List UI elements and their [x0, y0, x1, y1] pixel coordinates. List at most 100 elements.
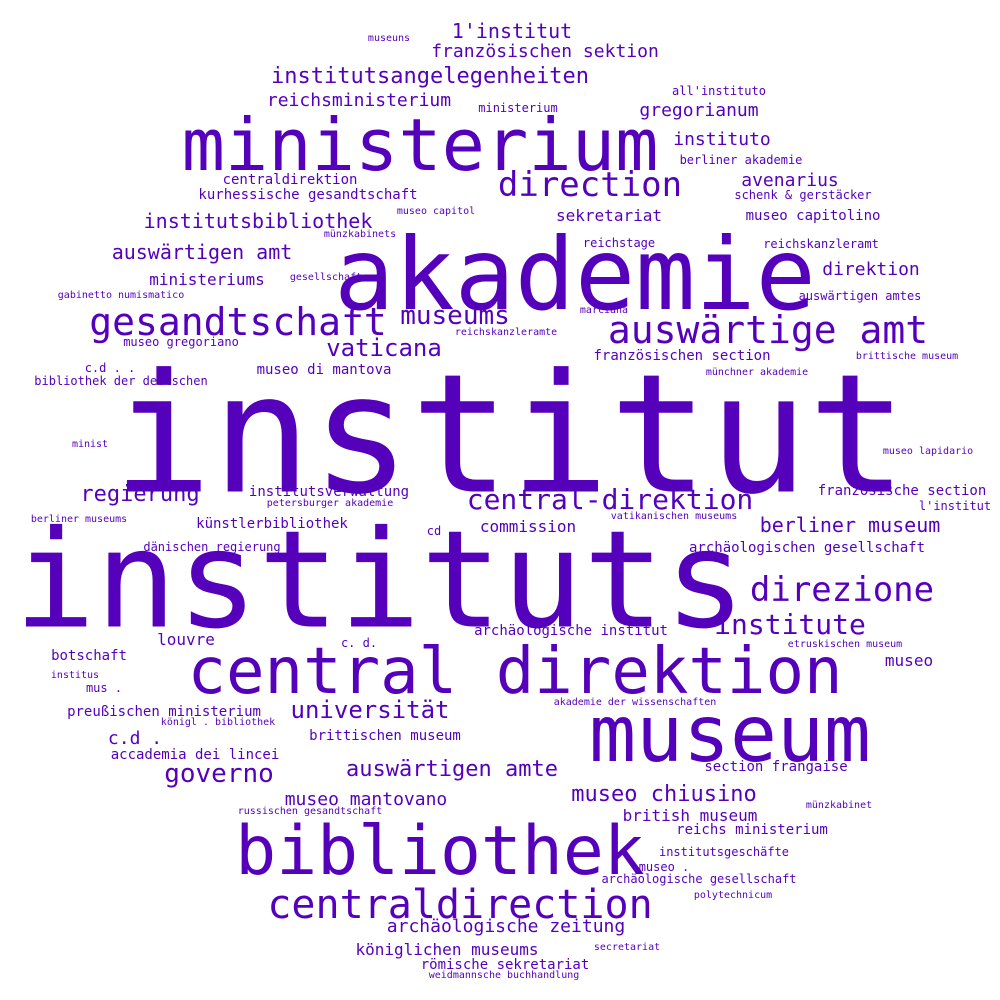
word-centraldirection: centraldirection [267, 882, 653, 928]
word-archäologische-zeitung: archäologische zeitung [386, 916, 626, 937]
word-französischen-section: französischen section [593, 348, 771, 364]
word-institute: institute [714, 608, 866, 641]
word-sekretariat: sekretariat [556, 206, 662, 225]
word-akademie: akademie [334, 216, 816, 333]
word-museums: museums [400, 301, 510, 331]
word-museuns: museuns [367, 33, 411, 44]
word-avenarius: avenarius [741, 170, 839, 191]
word-museo-capitol: museo capitol [396, 206, 476, 217]
word-brittische-museum: brittische museum [855, 351, 959, 362]
word-institus: institus [50, 670, 100, 681]
word-minist: minist [71, 439, 109, 450]
word-akademie-der-wissenschaften: akademie der wissenschaften [553, 697, 717, 708]
word-institutsgeschäfte: institutsgeschäfte [658, 845, 790, 859]
word-c-d: c.d . . [84, 361, 136, 375]
word-museum: museum [589, 690, 871, 780]
word-institut: institut [112, 338, 908, 531]
word-botschaft: botschaft [51, 648, 127, 664]
word-all-instituto: all'instituto [672, 84, 766, 98]
word-reichstage: reichstage [582, 236, 656, 250]
word-accademia-dei-lincei: accademia dei lincei [110, 747, 280, 763]
word-auswärtigen-amt: auswärtigen amt [111, 240, 293, 264]
word-berliner-akademie: berliner akademie [679, 153, 803, 167]
word-governo: governo [164, 759, 274, 789]
word-französische-section: französische section [817, 483, 987, 499]
word-gabinetto-numismatico: gabinetto numismatico [57, 290, 185, 301]
word-römische-sekretariat: römische sekretariat [420, 957, 590, 973]
word-museo-lapidario: museo lapidario [882, 446, 974, 457]
word-secretariat: secretariat [593, 942, 661, 953]
word-direktion: direktion [822, 259, 920, 280]
word-c-d: c.d . [107, 728, 163, 749]
word-petersburger-akademie: petersburger akademie [266, 498, 394, 509]
word-instituts: instituts [14, 501, 746, 659]
word-bibliothek: bibliothek [235, 812, 645, 891]
word-königl-bibliothek: königl . bibliothek [160, 717, 276, 728]
word-museo-mantovano: museo mantovano [284, 789, 448, 810]
word-gesellschaft: gesellschaft [289, 272, 363, 283]
word-reichs-ministerium: reichs ministerium [676, 822, 828, 838]
word-gregorianum: gregorianum [639, 100, 759, 121]
word-künstlerbibliothek: künstlerbibliothek [196, 516, 348, 532]
word-archäologischen-gesellschaft: archäologischen gesellschaft [688, 540, 926, 556]
word-british-museum: british museum [622, 806, 758, 825]
word-commission: commission [479, 517, 577, 536]
word-polytechnicum: polytechnicum [693, 890, 773, 901]
word-l-institut: l'institut [918, 499, 992, 513]
word-museo: museo . [638, 860, 690, 874]
word-reichskanzleramt: reichskanzleramt [763, 237, 879, 251]
word-ministeriums: ministeriums [149, 270, 265, 289]
word-universität: universität [290, 696, 450, 724]
word-auswärtigen-amtes: auswärtigen amtes [798, 289, 922, 303]
word-central-direktion: central-direktion [466, 483, 754, 516]
word-schenk-gerstäcker: schenk & gerstäcker [734, 188, 872, 202]
word-museo-chiusino: museo chiusino [571, 782, 757, 807]
word-institutsbibliothek: institutsbibliothek [143, 209, 373, 233]
word-ministerium: ministerium [478, 101, 558, 115]
word-archäologische-gesellschaft: archäologische gesellschaft [601, 872, 797, 886]
word-museo-capitolino: museo capitolino [745, 208, 881, 224]
word-bibliothek-der-deutschen: bibliothek der deutschen [34, 374, 208, 388]
word-cd: cd [426, 524, 442, 538]
word-berliner-museum: berliner museum [759, 513, 941, 537]
word-preußischen-ministerium: preußischen ministerium [67, 704, 261, 720]
word-dänischen-regierung: dänischen regierung [143, 540, 281, 554]
word-auswärtigen-amte: auswärtigen amte [346, 757, 558, 782]
word-reichskanzleramte: reichskanzleramte [454, 327, 558, 338]
word-direzione: direzione [749, 570, 935, 610]
word-c-d: c. d. [340, 636, 378, 650]
word-ministerium: ministerium [181, 103, 659, 187]
word-brittischen-museum: brittischen museum [309, 728, 461, 744]
word-etruskischen-museum: etruskischen museum [787, 639, 903, 650]
word-institutsverwaltung: institutsverwaltung [248, 484, 410, 500]
word-weidmannsche-buchhandlung: weidmannsche buchhandlung [428, 970, 580, 981]
word-münzkabinets: münzkabinets [323, 229, 397, 240]
word-reichsministerium: reichsministerium [266, 90, 452, 111]
word-central-direktion: central direktion [187, 635, 843, 709]
word-marciana: marciana [579, 305, 629, 316]
word-russischen-gesandtschaft: russischen gesandtschaft [237, 806, 383, 817]
word-instituto: instituto [673, 129, 771, 150]
word-museo: museo [884, 651, 934, 670]
word-1-institut: 1'institut [451, 19, 573, 43]
word-mus: mus . [85, 681, 123, 695]
word-louvre: louvre [157, 630, 215, 649]
word-französischen-sektion: französischen sektion [431, 41, 659, 62]
word-auswärtige-amt: auswärtige amt [607, 308, 929, 352]
word-archäologische-institut: archäologische institut [474, 623, 668, 639]
word-königlichen-museums: königlichen museums [355, 940, 539, 959]
word-münchner-akademie: münchner akademie [705, 367, 809, 378]
word-institutsangelegenheiten: institutsangelegenheiten [271, 64, 589, 89]
word-centraldirektion: centraldirektion [222, 172, 358, 188]
word-vaticana: vaticana [326, 334, 442, 362]
word-münzkabinet: münzkabinet [805, 800, 873, 811]
word-section-frangaise: section frangaise [704, 759, 848, 775]
word-kurhessische-gesandtschaft: kurhessische gesandtschaft [198, 187, 418, 203]
word-regierung: regierung [80, 482, 200, 507]
word-museo-gregoriano: museo gregoriano [123, 335, 239, 349]
word-gesandtschaft: gesandtschaft [89, 300, 387, 344]
word-berliner-museums: berliner museums [30, 514, 128, 525]
word-direction: direction [497, 165, 683, 205]
word-museo-di-mantova: museo di mantova [256, 362, 392, 378]
